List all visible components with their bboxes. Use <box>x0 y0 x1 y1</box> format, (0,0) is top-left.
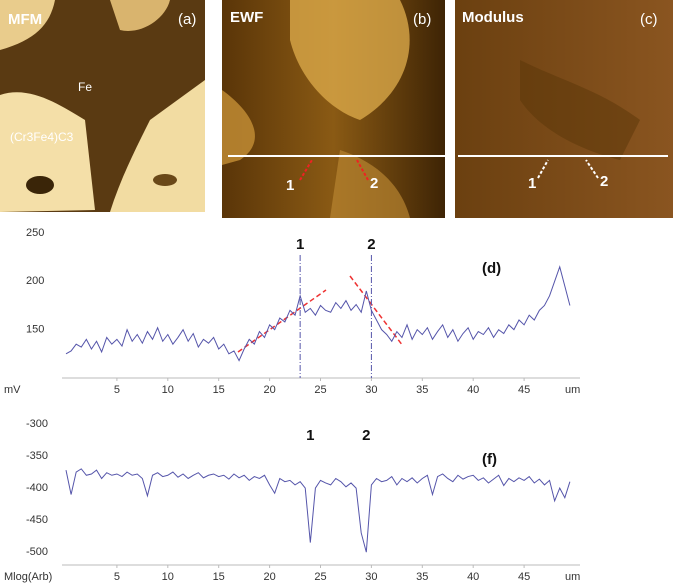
panel-b: EWF (b) 1 2 <box>222 0 445 218</box>
texture <box>520 60 640 160</box>
panel-title: Modulus <box>462 9 524 26</box>
slope-line <box>349 275 404 347</box>
panel-tag: (c) <box>640 11 658 28</box>
x-tick-label: 20 <box>263 384 275 396</box>
x-tick-label: 25 <box>314 384 326 396</box>
data-line <box>65 265 571 362</box>
x-tick-label: 35 <box>416 571 428 583</box>
y-tick-label: -350 <box>26 450 48 462</box>
bright-region <box>222 90 255 165</box>
y-tick-label: -400 <box>26 482 48 494</box>
x-tick-label: 45 <box>518 571 530 583</box>
y-tick-label: -300 <box>26 418 48 430</box>
arrow <box>299 159 313 181</box>
marker-label: 1 <box>286 177 294 194</box>
inclusion <box>26 176 54 194</box>
phase-region <box>110 0 170 31</box>
x-tick-label: 15 <box>213 384 225 396</box>
x-tick-label: 40 <box>467 384 479 396</box>
panel-a: MFM (a) Fe (Cr3Fe4)C3 <box>0 0 205 212</box>
panel-tag: (f) <box>482 451 497 468</box>
x-tick-label: 20 <box>263 571 275 583</box>
y-tick-label: -500 <box>26 546 48 558</box>
phase-region <box>0 92 95 212</box>
arrow <box>356 159 369 181</box>
x-tick-label: 30 <box>365 384 377 396</box>
x-tick-label: 15 <box>213 571 225 583</box>
panel-tag: (d) <box>482 260 501 277</box>
marker-label: 2 <box>370 175 378 192</box>
marker-label: 1 <box>528 175 536 192</box>
marker-label: 2 <box>600 173 608 190</box>
annotation: 1 <box>296 236 304 253</box>
bright-region <box>330 150 410 218</box>
panel-c: Modulus (c) 1 2 <box>455 0 673 218</box>
x-tick-label: 35 <box>416 384 428 396</box>
y-tick-label: 150 <box>26 324 44 336</box>
panel-title: MFM <box>8 11 42 28</box>
y-axis-label: Mlog(Arb) <box>4 571 52 583</box>
arrow <box>585 159 599 179</box>
x-tick-label: 10 <box>162 384 174 396</box>
annotation: 2 <box>367 236 375 253</box>
arrow <box>537 159 549 179</box>
inclusion <box>153 174 177 186</box>
y-tick-label: 200 <box>26 275 44 287</box>
y-axis-label: mV <box>4 384 21 396</box>
x-axis-label: um <box>565 571 580 583</box>
phase-region <box>110 80 205 212</box>
slope-line <box>237 289 327 353</box>
x-tick-label: 40 <box>467 571 479 583</box>
x-tick-label: 5 <box>114 571 120 583</box>
annotation: 2 <box>362 427 370 444</box>
y-tick-label: -450 <box>26 514 48 526</box>
data-line <box>65 468 571 553</box>
phase-label: Fe <box>78 80 92 94</box>
x-tick-label: 5 <box>114 384 120 396</box>
annotation: 1 <box>306 427 314 444</box>
x-tick-label: 25 <box>314 571 326 583</box>
panel-title: EWF <box>230 9 263 26</box>
x-tick-label: 45 <box>518 384 530 396</box>
y-tick-label: 250 <box>26 227 44 239</box>
x-tick-label: 10 <box>162 571 174 583</box>
x-tick-label: 30 <box>365 571 377 583</box>
phase-region <box>0 0 55 50</box>
x-axis-label: um <box>565 384 580 396</box>
panel-tag: (a) <box>178 11 196 28</box>
bright-region <box>290 0 410 120</box>
panel-tag: (b) <box>413 11 431 28</box>
phase-label: (Cr3Fe4)C3 <box>10 130 74 144</box>
